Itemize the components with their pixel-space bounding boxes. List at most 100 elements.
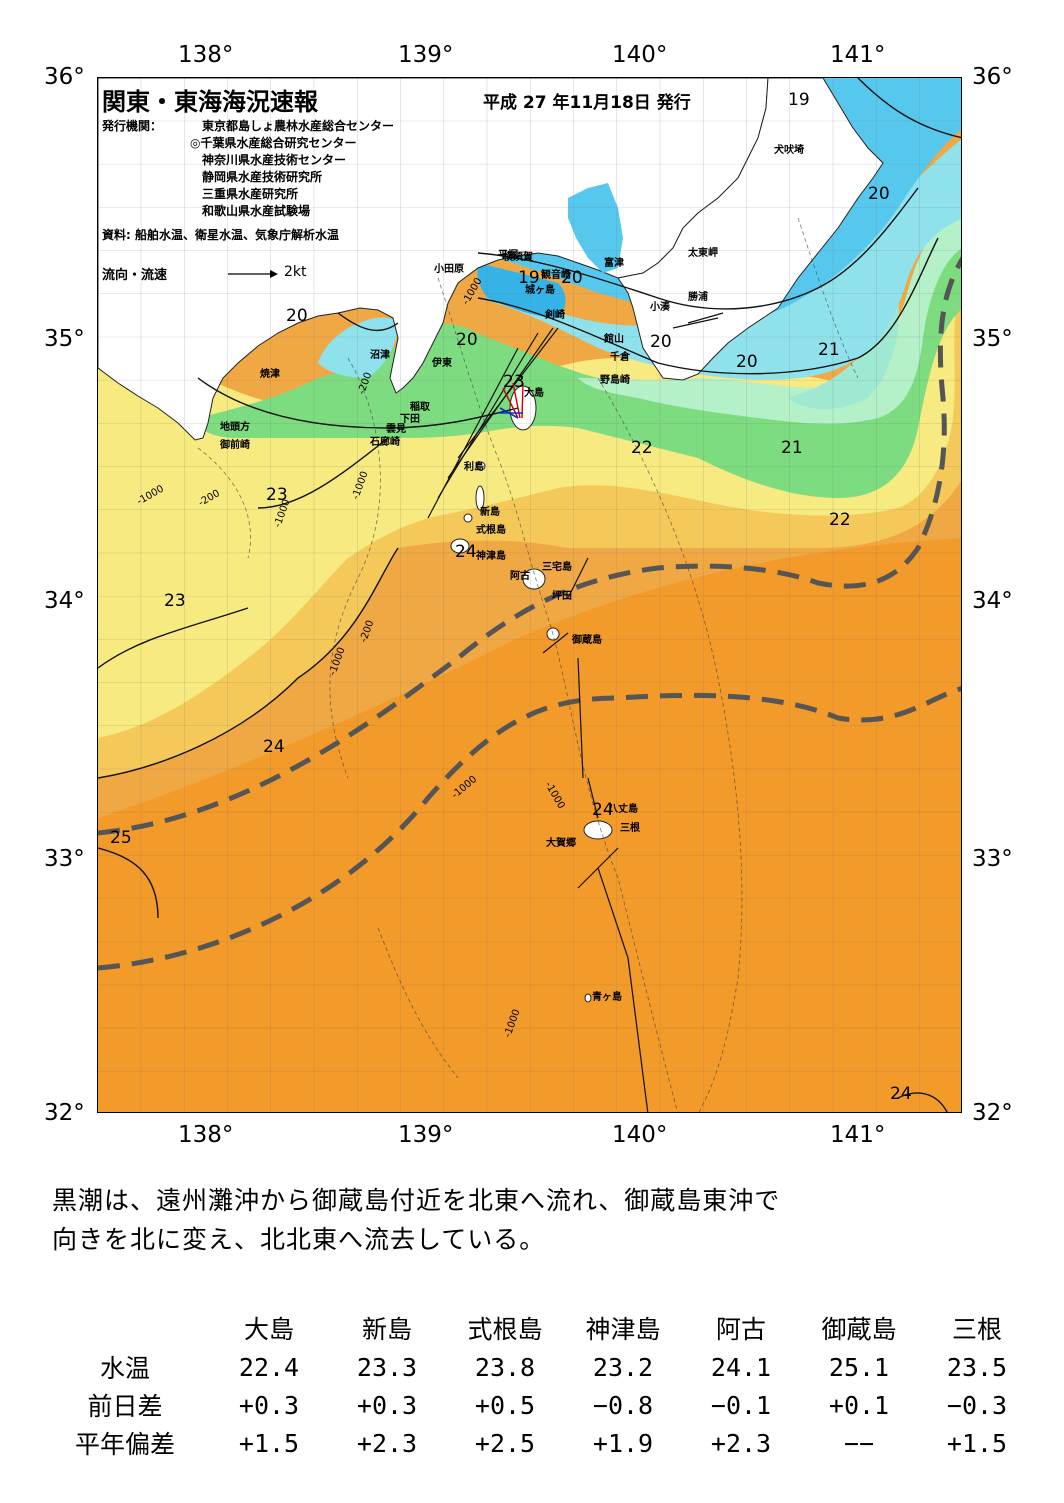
table-row: 平年偏差 +1.5 +2.3 +2.5 +1.9 +2.3 −− +1.5 xyxy=(40,1424,1036,1462)
lon-label-138: 138° xyxy=(178,42,234,68)
publisher-5: 三重県水産研究所 xyxy=(202,187,299,201)
lat-label-34-right: 34° xyxy=(972,588,1013,614)
issue-date: 平成 27 年11月18日 発行 xyxy=(483,93,691,113)
lon-label-138-bottom: 138° xyxy=(178,1122,234,1148)
isotherm-label: 22 xyxy=(829,510,851,530)
current-legend-scale: 2kt xyxy=(284,264,307,280)
place-okago: 大賀郷 xyxy=(546,838,576,849)
grid-lines xyxy=(98,78,961,1112)
lat-label-36-right: 36° xyxy=(972,64,1013,90)
place-kominato: 小湊 xyxy=(650,302,670,313)
place-yaizu: 焼津 xyxy=(260,369,280,380)
place-taitomisaki: 太東岬 xyxy=(688,248,718,259)
isotherm-label: 24 xyxy=(455,542,477,562)
row-label: 平年偏差 xyxy=(74,1430,175,1459)
place-hiratsuka: 平塚 xyxy=(498,250,518,261)
cell: 23.5 xyxy=(946,1352,1008,1382)
isotherm-label: 24 xyxy=(592,800,614,820)
cell: 25.1 xyxy=(828,1352,890,1382)
isotherm-label: 19 xyxy=(518,268,540,288)
lon-label-140-bottom: 140° xyxy=(612,1122,668,1148)
isotherm-label: 23 xyxy=(164,591,186,611)
isotherm-label: 20 xyxy=(456,330,478,350)
cell: +0.5 xyxy=(474,1390,536,1420)
current-vectors-blue xyxy=(498,407,523,419)
col-header: 神津島 xyxy=(585,1315,661,1344)
current-legend-arrow xyxy=(228,270,278,278)
col-header: 式根島 xyxy=(467,1315,543,1344)
isotherm-label: 24 xyxy=(890,1084,912,1104)
place-yokosuka: 横須賀 xyxy=(503,252,533,263)
place-jogashima: 城ヶ島 xyxy=(525,285,555,296)
isotherm-label: 20 xyxy=(650,332,672,352)
cell: 23.3 xyxy=(356,1352,418,1382)
place-omaezaki: 御前崎 xyxy=(220,440,250,451)
lat-label-33-left: 33° xyxy=(44,846,85,872)
publisher-1: 東京都島しょ農林水産総合センター xyxy=(202,119,395,133)
place-chikura: 千倉 xyxy=(610,352,630,363)
place-mikurajima: 御蔵島 xyxy=(572,635,602,646)
place-irozaki: 石廊崎 xyxy=(370,437,400,448)
isotherm-label: 20 xyxy=(736,352,758,372)
place-ako: 阿古 xyxy=(510,571,530,582)
place-numazu: 沼津 xyxy=(370,350,390,361)
place-oshima: 大島 xyxy=(524,388,544,399)
cell: −0.3 xyxy=(946,1390,1008,1420)
lat-label-32-right: 32° xyxy=(972,1100,1013,1126)
place-nojimazaki: 野島崎 xyxy=(600,375,630,386)
publisher-list: 東京都島しょ農林水産総合センター ◎千葉県水産総合研究センター 神奈川県水産技術… xyxy=(190,118,394,220)
cell: −− xyxy=(843,1428,875,1458)
col-header: 阿古 xyxy=(715,1315,766,1344)
isotherm-label: 23 xyxy=(266,485,288,505)
cell: +2.3 xyxy=(710,1428,772,1458)
cell: 24.1 xyxy=(710,1352,772,1382)
lon-label-141-bottom: 141° xyxy=(830,1122,886,1148)
place-inubosaki: 犬吠埼 xyxy=(774,145,804,156)
isotherms xyxy=(98,78,961,1112)
place-tsubota: 坪田 xyxy=(552,591,572,602)
col-header: 大島 xyxy=(243,1315,294,1344)
publisher-4: 静岡県水産技術研究所 xyxy=(202,170,323,184)
place-kumomi: 雲見 xyxy=(386,424,406,435)
cell: +1.5 xyxy=(946,1428,1008,1458)
table-header-row: 大島 新島 式根島 神津島 阿古 御蔵島 三根 xyxy=(40,1308,1036,1348)
kuroshio-axis xyxy=(98,256,961,971)
cell: +0.3 xyxy=(238,1390,300,1420)
lon-label-140: 140° xyxy=(612,42,668,68)
place-aogashima: 青ヶ島 xyxy=(592,992,622,1003)
col-header: 新島 xyxy=(361,1315,412,1344)
cell: 22.4 xyxy=(238,1352,300,1382)
place-ito: 伊東 xyxy=(432,358,452,369)
place-tateyama: 館山 xyxy=(604,334,624,345)
place-kozushima: 神津島 xyxy=(476,551,506,562)
cell: −0.8 xyxy=(592,1390,654,1420)
lon-label-139: 139° xyxy=(398,42,454,68)
lat-label-36-left: 36° xyxy=(44,64,85,90)
isotherm-label: 21 xyxy=(818,340,840,360)
place-mitsune: 三根 xyxy=(620,823,640,834)
cell: +0.3 xyxy=(356,1390,418,1420)
col-header: 三根 xyxy=(951,1315,1002,1344)
lon-label-141: 141° xyxy=(830,42,886,68)
cell: +2.5 xyxy=(474,1428,536,1458)
place-hachijojima: 八丈島 xyxy=(608,804,638,815)
place-niijima: 新島 xyxy=(480,507,500,518)
cell: 23.8 xyxy=(474,1352,536,1382)
summary-line-1: 黒潮は、遠州灘沖から御蔵島付近を北東へ流れ、御蔵島東沖で xyxy=(52,1186,781,1215)
current-legend-label: 流向・流速 xyxy=(102,268,168,283)
publisher-label: 発行機関： xyxy=(102,119,163,133)
lat-label-33-right: 33° xyxy=(972,846,1013,872)
isotherm-label: 24 xyxy=(263,737,285,757)
row-label: 前日差 xyxy=(87,1392,163,1421)
isotherm-label: 25 xyxy=(110,828,132,848)
sea-condition-map: 関東・東海海況速報 平成 27 年11月18日 発行 発行機関： 東京都島しょ農… xyxy=(97,77,962,1113)
publisher-3: 神奈川県水産技術センター xyxy=(202,153,347,167)
isotherm-label: 20 xyxy=(561,268,583,288)
place-toshima: 利島 xyxy=(464,462,484,473)
col-header: 御蔵島 xyxy=(821,1315,897,1344)
cell: +1.5 xyxy=(238,1428,300,1458)
place-katsuura: 勝浦 xyxy=(688,292,708,303)
publisher-6: 和歌山県水産試験場 xyxy=(202,204,311,218)
place-futtsu: 富津 xyxy=(604,258,624,269)
map-title: 関東・東海海況速報 xyxy=(102,88,318,116)
